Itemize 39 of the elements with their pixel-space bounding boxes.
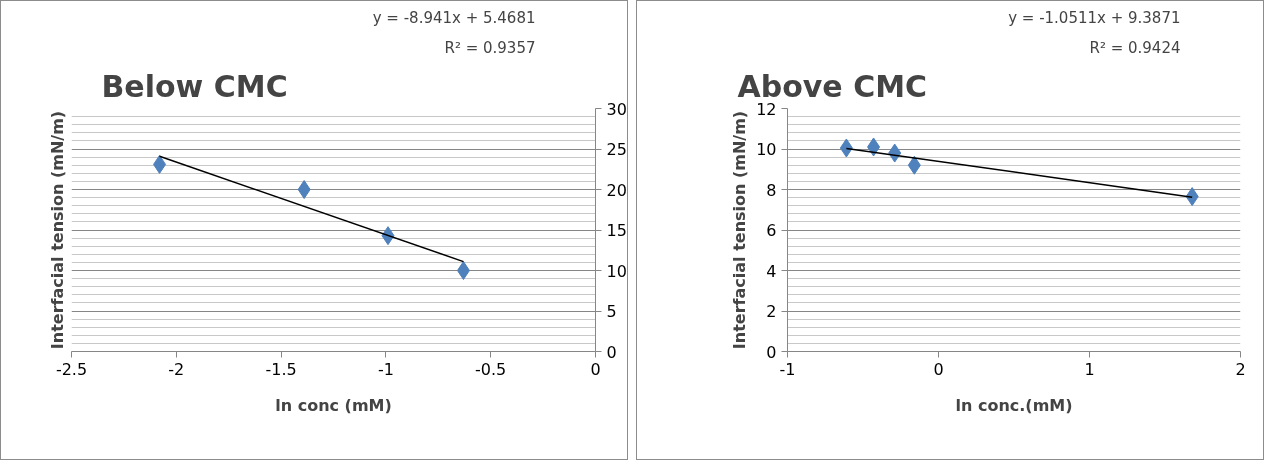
x-tick-label: -2.5 [55, 359, 88, 379]
text: y = -1.0511x + 9.3871 [1008, 8, 1181, 27]
text: R² = 0.9424 [1089, 38, 1181, 57]
text: y = -8.941x + 5.4681 [372, 8, 536, 27]
point [867, 137, 881, 157]
x-tick-label: -1.5 [265, 359, 297, 379]
y-tick-label: 8 [766, 180, 777, 200]
y-tick-label: 10 [606, 261, 627, 281]
x-axis-title: ln conc.(mM) [955, 395, 1073, 415]
x-tick-label: -0.5 [475, 359, 507, 379]
x-tick-label: -1 [779, 359, 796, 379]
x-tick-label: -1 [377, 359, 394, 379]
point [907, 155, 921, 175]
y-tick-label: 30 [606, 99, 627, 119]
chart-title: Below CMC [101, 68, 288, 104]
point [153, 154, 167, 174]
x-tick-label: 0 [933, 359, 944, 379]
y-tick-label: 10 [756, 140, 777, 159]
y-tick-label: 0 [606, 342, 617, 362]
y-tick-label: 15 [606, 221, 627, 240]
y-axis-title: Interfacial tension (mN/m) [47, 110, 67, 350]
point [297, 180, 311, 199]
y-tick-label: 5 [606, 302, 617, 321]
x-axis-title: ln conc (mM) [275, 395, 392, 415]
y-tick-label: 25 [606, 140, 627, 159]
text: R² = 0.9357 [444, 38, 536, 57]
y-tick-label: 4 [766, 261, 777, 281]
y-tick-label: 6 [766, 221, 777, 240]
x-tick-label: 2 [1235, 359, 1246, 379]
point [1185, 187, 1199, 207]
y-axis-title: Interfacial tension (mN/m) [729, 110, 749, 350]
point [456, 261, 470, 280]
y-tick-label: 2 [766, 302, 777, 321]
x-tick-label: 0 [590, 359, 601, 379]
x-tick-label: 1 [1084, 359, 1095, 379]
y-tick-label: 0 [766, 342, 777, 362]
point [839, 138, 853, 158]
x-tick-label: -2 [168, 359, 185, 379]
y-tick-label: 20 [606, 180, 627, 200]
